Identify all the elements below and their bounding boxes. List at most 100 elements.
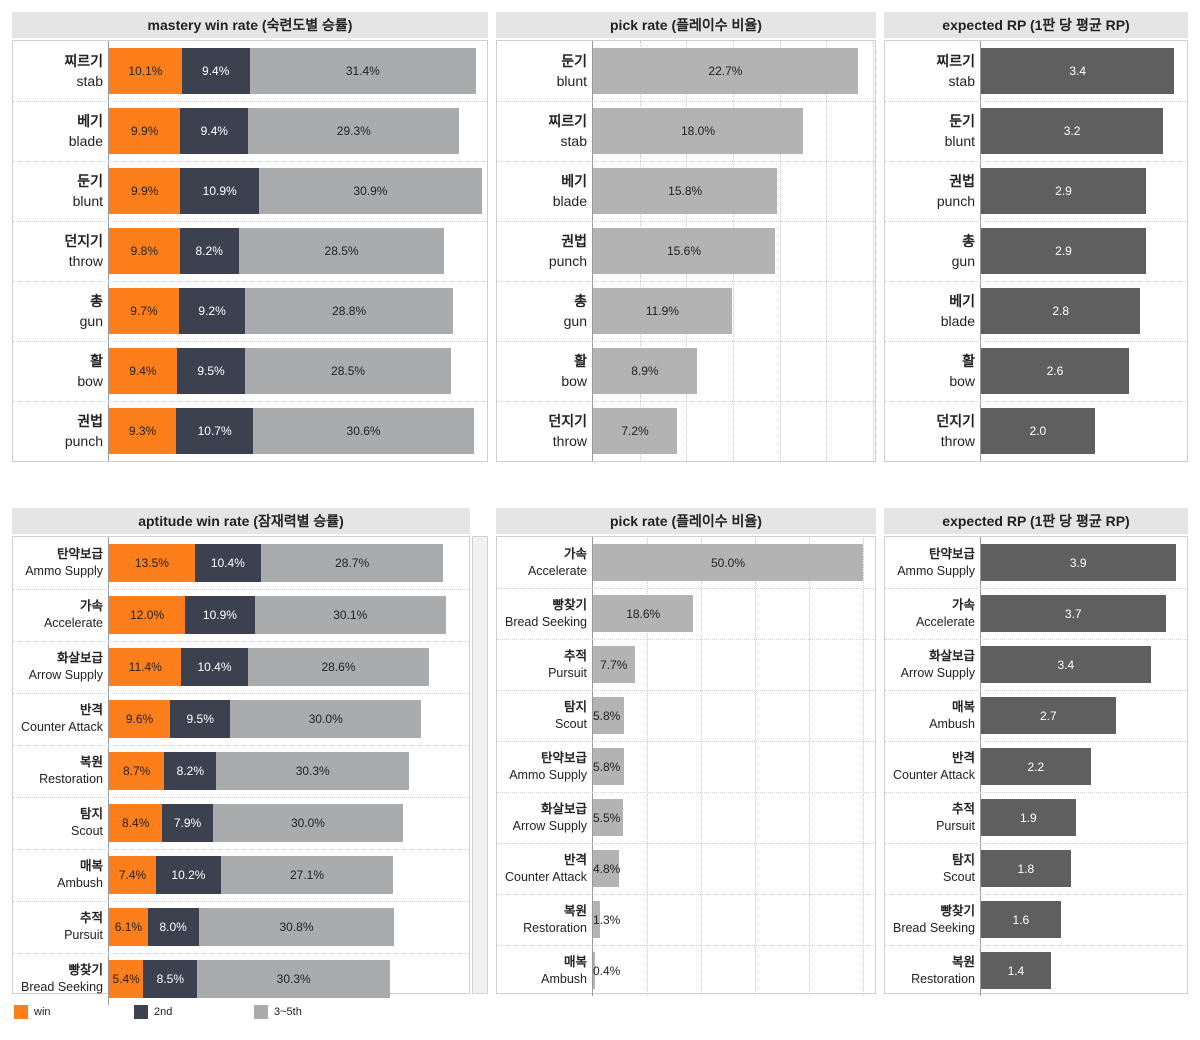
category-label: 빵찾기 Bread Seeking (13, 962, 103, 996)
bar: 3.9 (981, 544, 1176, 581)
category-label: 복원 Restoration (13, 754, 103, 788)
row-separator (885, 161, 1187, 162)
panel-title: expected RP (1판 당 평균 RP) (884, 508, 1188, 534)
category-label: 권법 punch (885, 171, 975, 211)
category-label-en: bow (949, 373, 975, 389)
bar-3-5th: 30.3% (216, 752, 410, 790)
bar-2nd: 8.5% (143, 960, 198, 998)
category-label-en: Restoration (911, 971, 975, 986)
category-label-en: bow (77, 373, 103, 389)
bar-2nd: 9.5% (170, 700, 231, 738)
row-separator (497, 588, 875, 589)
category-label-ko: 권법 (77, 413, 103, 429)
category-label-en: Accelerate (527, 563, 587, 578)
category-label: 추적 Pursuit (885, 801, 975, 835)
bar-2nd: 10.2% (156, 856, 221, 894)
category-label: 반격 Counter Attack (497, 852, 587, 886)
row-separator (13, 901, 469, 902)
category-label-en: Ambush (929, 716, 975, 731)
category-label: 탄약보급 Ammo Supply (497, 750, 587, 784)
aptitude-win-rate-panel: aptitude win rate (잠재력별 승률) 탄약보급 Ammo Sup… (12, 508, 470, 1005)
axis-line (108, 537, 109, 1005)
row-separator (497, 843, 875, 844)
category-label-ko: 권법 (561, 233, 587, 249)
category-label-ko: 추적 (563, 648, 587, 663)
category-label: 매복 Ambush (497, 954, 587, 988)
bar-2nd: 9.4% (180, 108, 249, 154)
aptitude-pick-rate-panel: pick rate (플레이수 비율) 가속 Accelerate 50.0% 빵찾기… (496, 508, 876, 996)
category-label-en: throw (68, 253, 103, 269)
bar: 1.8 (981, 850, 1071, 887)
row-separator (13, 849, 469, 850)
category-label-en: punch (936, 193, 975, 209)
bar-2nd: 8.2% (164, 752, 217, 790)
category-label-ko: 탐지 (563, 699, 587, 714)
bar-3-5th: 30.9% (259, 168, 482, 214)
bar: 18.6% (593, 595, 694, 632)
bar-3-5th: 29.3% (248, 108, 460, 154)
row-separator (13, 341, 487, 342)
bar-win: 8.4% (109, 804, 163, 842)
category-label-en: gun (951, 253, 975, 269)
gridline (826, 41, 828, 461)
category-label: 가속 Accelerate (497, 546, 587, 580)
category-label-ko: 던지기 (64, 233, 103, 249)
category-label-ko: 둔기 (949, 113, 975, 129)
category-label-ko: 화살보급 (56, 651, 103, 665)
category-label-ko: 매복 (563, 954, 587, 969)
category-label: 빵찾기 Bread Seeking (497, 597, 587, 631)
bar-2nd: 8.0% (147, 908, 199, 946)
category-label: 권법 punch (497, 231, 587, 271)
gridline (873, 41, 874, 461)
category-label: 탄약보급 Ammo Supply (13, 546, 103, 580)
row-separator (497, 639, 875, 640)
category-label-ko: 베기 (949, 293, 975, 309)
category-label: 매복 Ambush (885, 699, 975, 733)
row-separator (497, 690, 875, 691)
category-label-en: Ammo Supply (509, 767, 587, 782)
category-label: 복원 Restoration (885, 954, 975, 988)
category-label: 총 gun (497, 291, 587, 331)
bar-3-5th: 30.0% (230, 700, 422, 738)
bar: 7.7% (593, 646, 635, 683)
bar: 2.8 (981, 288, 1141, 334)
category-label-en: blunt (72, 193, 103, 209)
category-label-en: blade (68, 133, 103, 149)
mastery-win-rate-panel: mastery win rate (숙련도별 승률) 찌르기 stab 10.1% 9… (12, 12, 488, 462)
category-label-ko: 복원 (563, 903, 587, 918)
category-label-en: Ammo Supply (25, 564, 103, 578)
bar-2nd: 10.4% (194, 544, 261, 582)
row-separator (885, 401, 1187, 402)
category-label-en: blade (940, 313, 975, 329)
category-label: 탐지 Scout (497, 699, 587, 733)
category-label-en: Arrow Supply (512, 818, 587, 833)
category-label-en: throw (552, 433, 587, 449)
bar-win: 9.4% (109, 348, 177, 394)
mastery-pick-rate-panel: pick rate (플레이수 비율) 둔기 blunt 22.7% 찌르기 stab 1… (496, 12, 876, 462)
vertical-scrollbar[interactable] (472, 536, 488, 994)
bar-value-label: 5.8% (593, 708, 621, 723)
category-label: 던지기 throw (497, 411, 587, 451)
bar-win: 6.1% (109, 908, 148, 946)
row-separator (885, 639, 1187, 640)
row-separator (13, 281, 487, 282)
bar-win: 9.8% (109, 228, 180, 274)
panel-title: aptitude win rate (잠재력별 승률) (12, 508, 470, 534)
panel-title: pick rate (플레이수 비율) (496, 12, 876, 38)
category-label: 던지기 throw (13, 231, 103, 271)
category-label-ko: 베기 (77, 113, 103, 129)
bar-3-5th: 30.6% (253, 408, 474, 454)
row-separator (885, 792, 1187, 793)
category-label-ko: 화살보급 (540, 801, 587, 816)
category-label-en: punch (548, 253, 587, 269)
category-label-en: punch (64, 433, 103, 449)
bar-3-5th: 30.3% (197, 960, 390, 998)
category-label: 활 bow (497, 351, 587, 391)
category-label: 탐지 Scout (885, 852, 975, 886)
category-label: 화살보급 Arrow Supply (497, 801, 587, 835)
bar: 2.9 (981, 228, 1146, 274)
category-label-ko: 찌르기 (936, 53, 975, 69)
bar-3-5th: 28.7% (260, 544, 444, 582)
bar-2nd: 10.9% (180, 168, 259, 214)
category-label-en: Bread Seeking (20, 980, 103, 994)
